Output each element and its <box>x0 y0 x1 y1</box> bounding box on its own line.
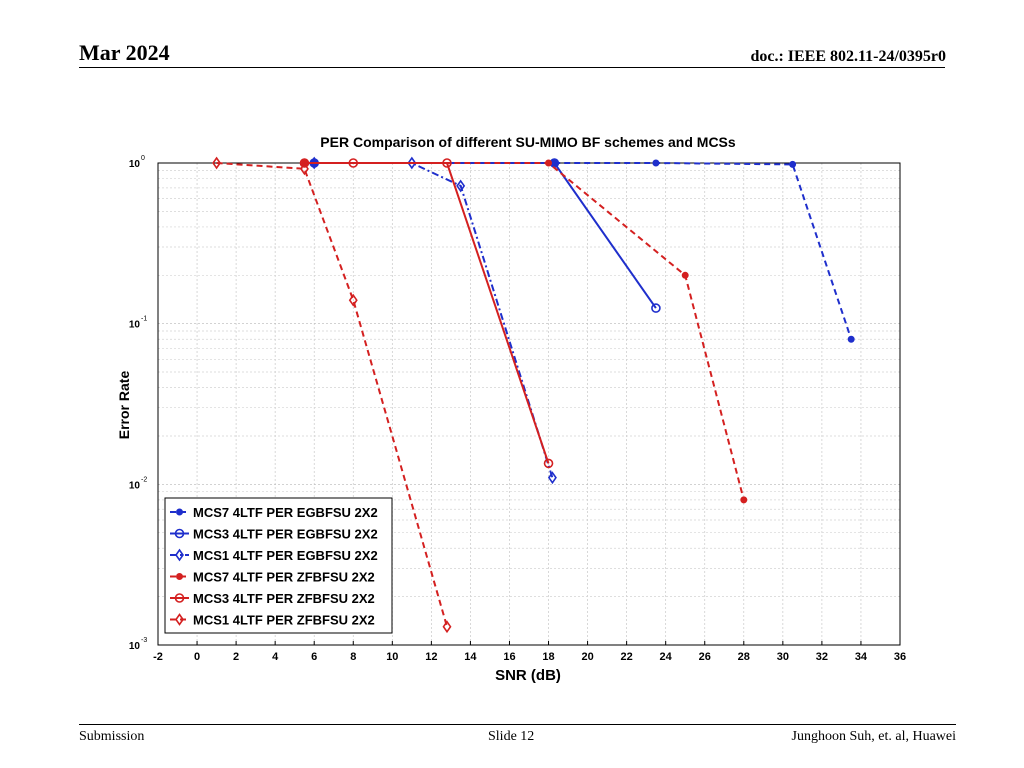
x-tick-label: 18 <box>542 651 554 663</box>
y-tick-label: 10 <box>129 320 141 331</box>
x-tick-label: 22 <box>621 651 633 663</box>
y-tick-exponent: -3 <box>141 637 147 644</box>
x-tick-label: 8 <box>350 651 356 663</box>
x-tick-label: 26 <box>699 651 711 663</box>
data-point <box>847 335 855 343</box>
x-tick-label: 28 <box>738 651 750 663</box>
x-tick-label: 6 <box>311 651 317 663</box>
data-point <box>176 508 183 516</box>
data-point <box>175 548 184 562</box>
data-point <box>407 156 417 170</box>
legend-entry: MCS3 4LTF PER EGBFSU 2X2 <box>170 527 378 542</box>
footer-submission: Submission <box>79 729 145 744</box>
data-point <box>740 496 748 504</box>
legend-entry: MCS1 4LTF PER EGBFSU 2X2 <box>170 548 378 563</box>
series-layer <box>212 156 855 634</box>
legend-label: MCS1 4LTF PER ZFBFSU 2X2 <box>193 613 375 628</box>
data-point <box>174 528 185 539</box>
data-point <box>543 458 554 469</box>
y-tick-exponent: -1 <box>141 316 147 323</box>
legend-entry: MCS7 4LTF PER ZFBFSU 2X2 <box>170 570 375 585</box>
x-tick-label: 10 <box>386 651 398 663</box>
data-point <box>299 158 310 168</box>
axis-ticks: -2 0 2 4 6 8 10 12 14 16 18 20 22 24 26 28 30 32 34 3610010… <box>129 155 906 663</box>
series-line <box>216 162 448 627</box>
data-point <box>651 303 661 313</box>
series-line <box>314 162 554 478</box>
x-tick-label: 20 <box>581 651 593 663</box>
series-line <box>314 162 657 309</box>
data-point <box>545 159 553 167</box>
data-point <box>175 613 184 626</box>
y-tick-exponent: -2 <box>141 476 147 483</box>
series-line <box>304 162 745 501</box>
data-point <box>174 593 185 603</box>
series-3 <box>309 156 557 485</box>
legend-label: MCS7 4LTF PER EGBFSU 2X2 <box>193 505 378 520</box>
footer-rule <box>79 724 956 725</box>
legend-label: MCS1 4LTF PER EGBFSU 2X2 <box>193 548 378 563</box>
series-2 <box>309 158 661 313</box>
x-tick-label: 34 <box>855 651 868 663</box>
data-point <box>789 160 797 168</box>
data-point <box>681 271 689 279</box>
x-tick-label: 24 <box>660 651 673 663</box>
data-point <box>456 179 466 193</box>
footer-authors: Junghoon Suh, et. al, Huawei <box>791 729 956 744</box>
legend-box <box>164 497 393 634</box>
data-point <box>348 158 359 168</box>
data-point <box>442 620 452 634</box>
x-tick-label: 32 <box>816 651 828 663</box>
legend-label: MCS3 4LTF PER ZFBFSU 2X2 <box>193 591 375 606</box>
legend-entry: MCS1 4LTF PER ZFBFSU 2X2 <box>170 613 375 628</box>
x-tick-label: 36 <box>894 651 906 663</box>
x-tick-label: 14 <box>464 651 477 663</box>
y-tick-label: 10 <box>129 641 141 652</box>
chart-title: PER Comparison of different SU-MIMO BF s… <box>320 134 736 150</box>
legend-entry: MCS7 4LTF PER EGBFSU 2X2 <box>170 505 378 520</box>
legend: MCS7 4LTF PER EGBFSU 2X2 MCS3 4LTF PER EG… <box>164 497 393 634</box>
data-point <box>547 471 557 485</box>
data-point <box>309 156 319 170</box>
data-point <box>652 159 660 167</box>
x-tick-label: 16 <box>503 651 515 663</box>
series-line <box>304 162 550 464</box>
legend-label: MCS7 4LTF PER ZFBFSU 2X2 <box>193 570 375 585</box>
x-tick-label: -2 <box>153 651 163 663</box>
y-axis-label: Error Rate <box>116 371 132 440</box>
series-6 <box>212 156 452 634</box>
x-tick-label: 12 <box>425 651 437 663</box>
legend-label: MCS3 4LTF PER EGBFSU 2X2 <box>193 527 378 542</box>
header-rule <box>79 67 945 68</box>
y-tick-label: 10 <box>129 159 141 170</box>
series-5 <box>299 158 554 469</box>
x-tick-label: 4 <box>272 651 279 663</box>
data-point <box>348 293 358 307</box>
data-point <box>212 156 222 170</box>
x-tick-label: 0 <box>194 651 200 663</box>
footer-slide-number: Slide 12 <box>488 729 535 744</box>
header-date: Mar 2024 <box>79 40 170 65</box>
legend-entry: MCS3 4LTF PER ZFBFSU 2X2 <box>170 591 375 606</box>
data-point <box>442 158 452 168</box>
x-axis-label: SNR (dB) <box>495 667 561 684</box>
header-doc-id: doc.: IEEE 802.11-24/0395r0 <box>750 48 946 65</box>
y-tick-exponent: 0 <box>141 155 145 162</box>
y-tick-label: 10 <box>129 480 141 491</box>
x-tick-label: 2 <box>233 651 239 663</box>
series-line <box>314 162 853 340</box>
x-tick-label: 30 <box>777 651 789 663</box>
data-point <box>299 162 309 176</box>
data-point <box>176 573 183 580</box>
